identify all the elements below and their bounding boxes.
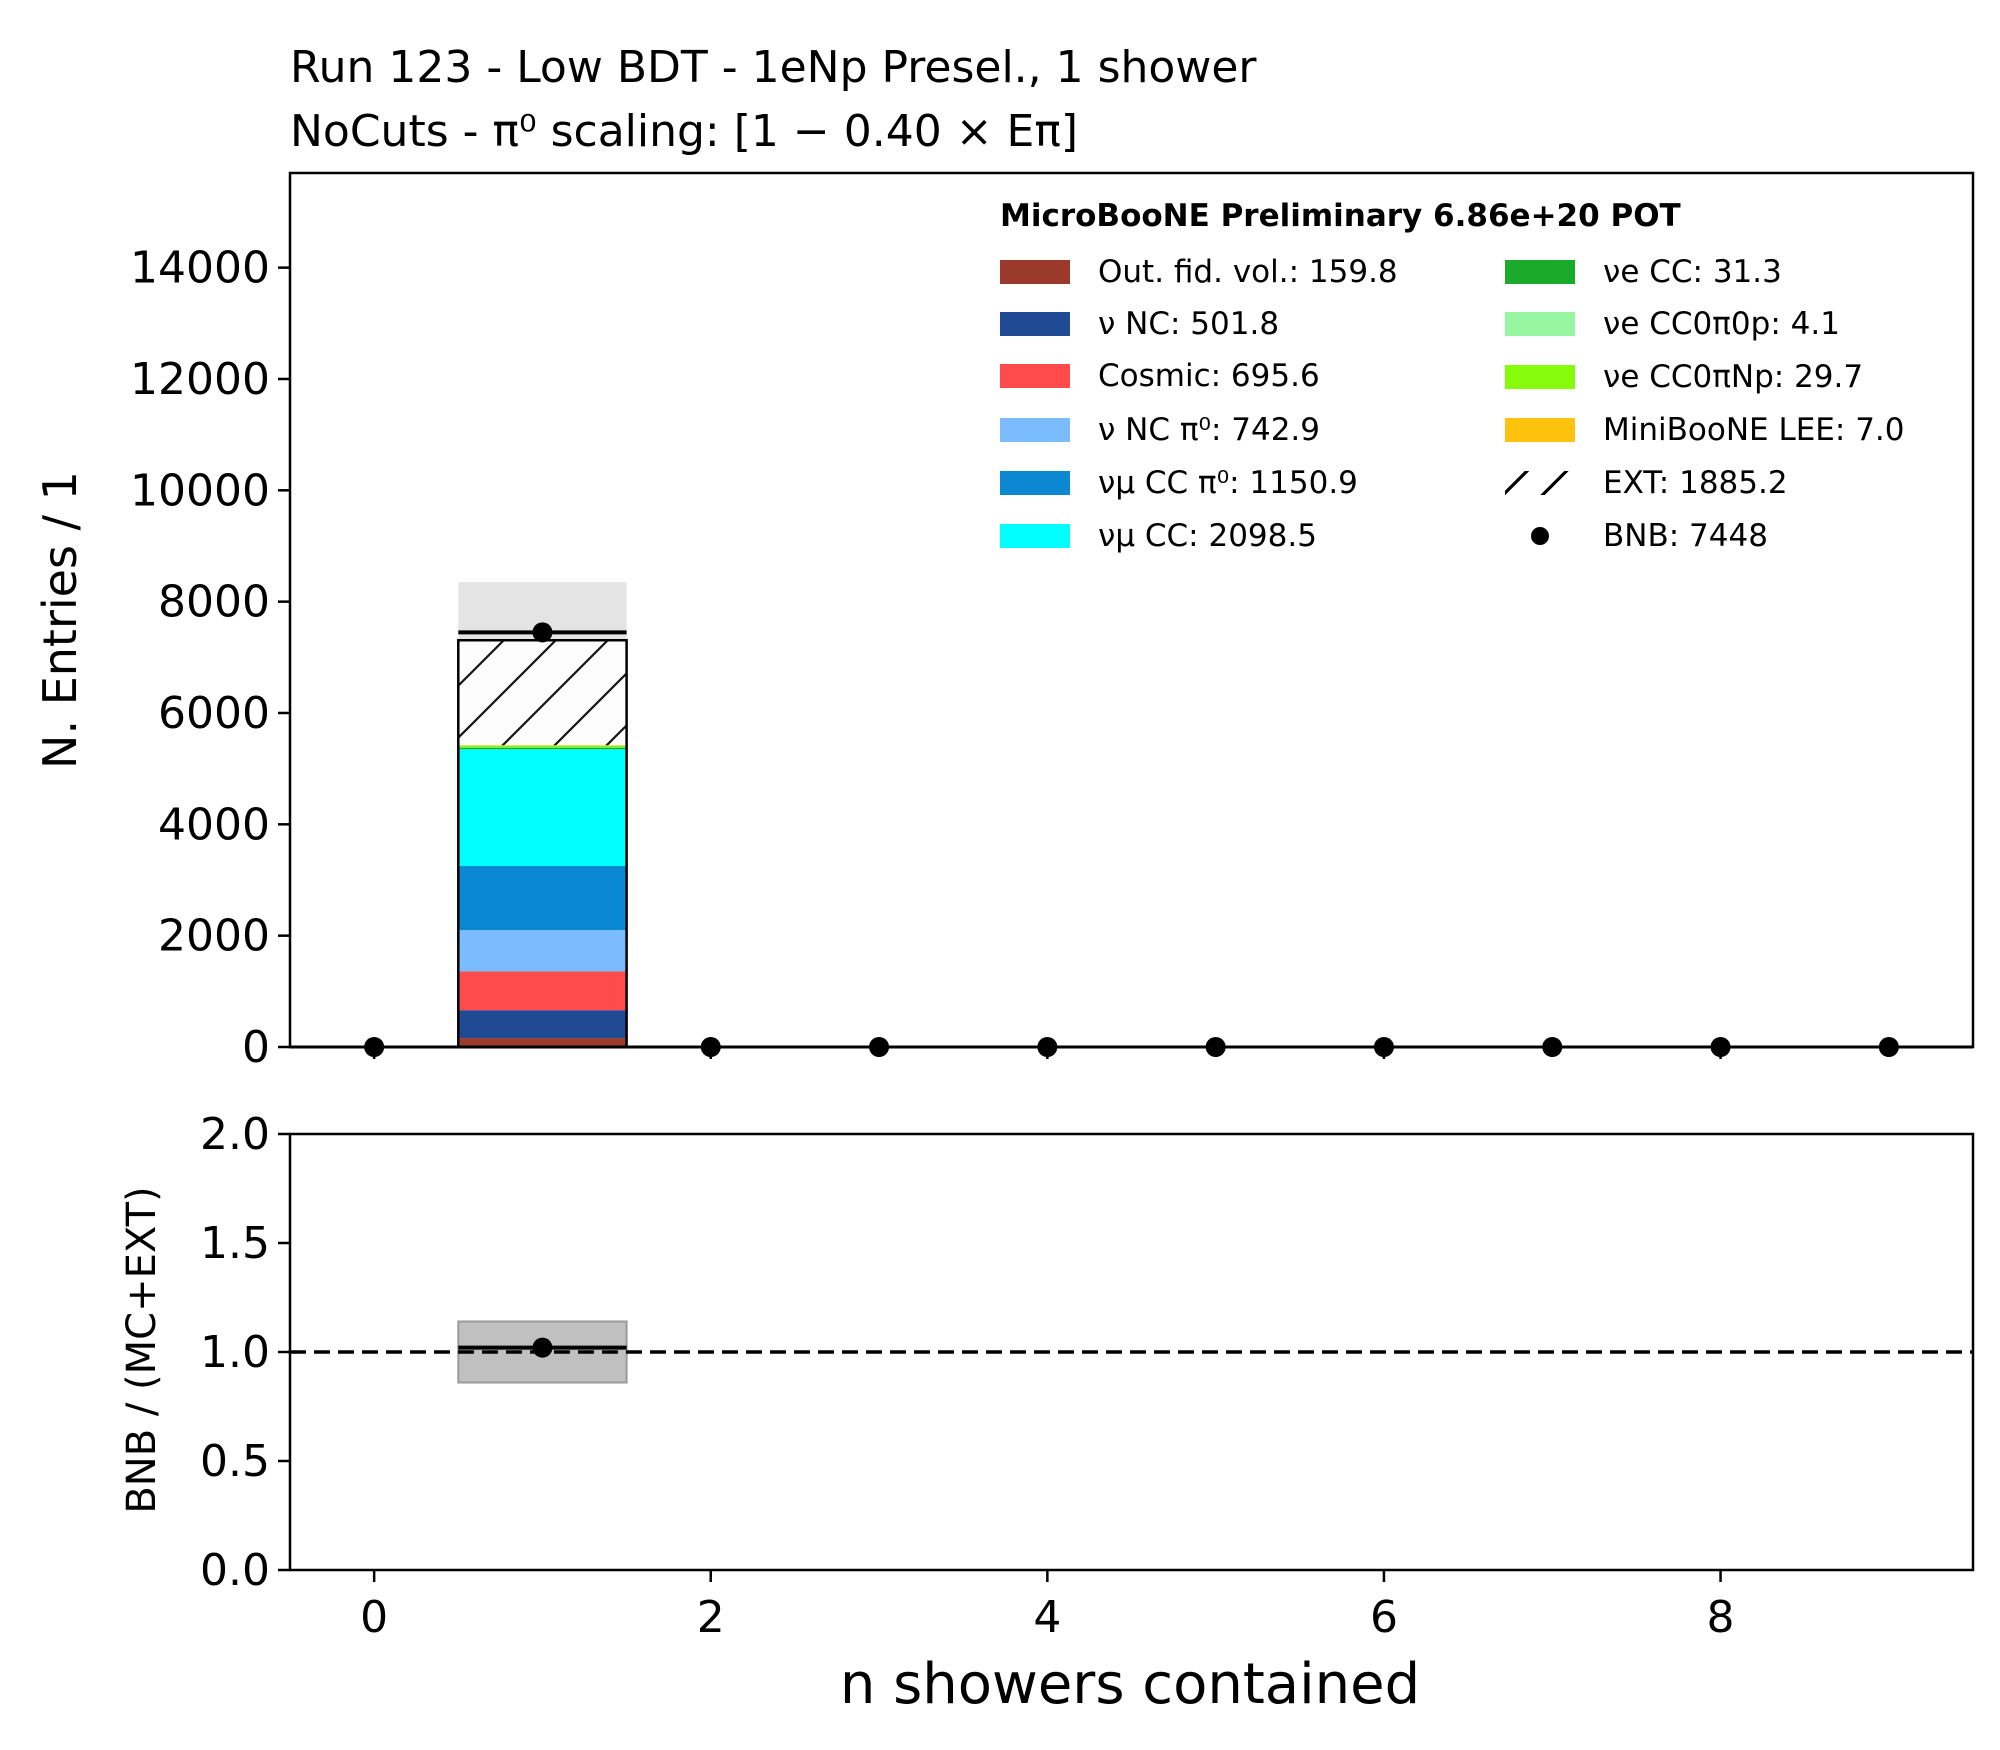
stack-bar-8 xyxy=(458,745,627,748)
x-tick-label: 0 xyxy=(360,1592,388,1643)
x-tick-label: 6 xyxy=(1370,1592,1398,1643)
main-y-tick-label: 2000 xyxy=(158,911,270,962)
legend-item: νμ CC: 2098.5 xyxy=(1000,516,1317,556)
legend-swatch xyxy=(1505,418,1575,442)
legend-item: Cosmic: 695.6 xyxy=(1000,356,1320,396)
ratio-y-tick-label: 0.5 xyxy=(200,1436,270,1487)
legend-label: ν NC π⁰: 742.9 xyxy=(1098,412,1320,448)
legend-label: BNB: 7448 xyxy=(1603,518,1768,554)
legend-label: νe CC0πNp: 29.7 xyxy=(1603,359,1864,395)
legend-label: νe CC: 31.3 xyxy=(1603,254,1782,290)
main-y-tick-label: 6000 xyxy=(158,688,270,739)
stack-bar-6 xyxy=(458,747,627,750)
ratio-y-tick-label: 0.0 xyxy=(200,1545,270,1596)
stack-bar-2 xyxy=(458,971,627,1011)
legend-swatch xyxy=(1505,260,1575,284)
ratio-data-point xyxy=(532,1337,553,1358)
legend-label: Out. fid. vol.: 159.8 xyxy=(1098,254,1398,290)
legend-label: ν NC: 501.8 xyxy=(1098,306,1280,342)
legend-item: νe CC0πNp: 29.7 xyxy=(1505,357,1863,397)
main-y-tick-label: 8000 xyxy=(158,577,270,628)
legend-swatch xyxy=(1000,524,1070,548)
legend-title: MicroBooNE Preliminary 6.86e+20 POT xyxy=(1000,198,1681,234)
stack-bar-1 xyxy=(458,1010,627,1039)
stack-bar-10 xyxy=(458,640,627,746)
stack-bar-7 xyxy=(458,747,627,748)
main-y-tick-label: 4000 xyxy=(158,799,270,850)
x-axis-label: n showers contained xyxy=(839,1652,1421,1717)
bnb-data-point xyxy=(532,622,553,643)
legend-label: EXT: 1885.2 xyxy=(1603,465,1788,501)
main-y-tick-label: 12000 xyxy=(130,354,270,405)
legend-label: νμ CC: 2098.5 xyxy=(1098,518,1317,554)
ratio-y-axis-label: BNB / (MC+EXT) xyxy=(119,1186,165,1514)
stack-bar-3 xyxy=(458,930,627,972)
legend-label: νe CC0π0p: 4.1 xyxy=(1603,306,1840,342)
legend-item: νμ CC π⁰: 1150.9 xyxy=(1000,463,1358,503)
legend-item: MiniBooNE LEE: 7.0 xyxy=(1505,410,1905,450)
legend-item: νe CC: 31.3 xyxy=(1505,252,1782,292)
main-panel: 0 2000 4000 6000 8000 10000 12000 14000 xyxy=(130,171,1975,1073)
legend-label: Cosmic: 695.6 xyxy=(1098,358,1320,394)
stack-bar-5 xyxy=(458,749,627,867)
legend-item: EXT: 1885.2 xyxy=(1505,463,1788,503)
x-tick-label: 8 xyxy=(1707,1592,1735,1643)
legend-label: νμ CC π⁰: 1150.9 xyxy=(1098,465,1358,501)
legend-item: ν NC π⁰: 742.9 xyxy=(1000,410,1320,450)
ratio-y-tick-label: 2.0 xyxy=(200,1109,270,1160)
main-y-tick-label: 10000 xyxy=(130,465,270,516)
legend-swatch xyxy=(1000,364,1070,388)
legend-point-dot xyxy=(1531,527,1549,545)
legend-swatch xyxy=(1000,471,1070,495)
main-y-axis-label: N. Entries / 1 xyxy=(33,471,87,769)
ratio-panel: 0.0 0.5 1.0 1.5 2.0 0 2 4 6 8 xyxy=(200,1109,1975,1643)
legend-swatch xyxy=(1505,312,1575,336)
stack-bar-0 xyxy=(458,1038,627,1047)
legend-swatch xyxy=(1505,365,1575,389)
chart-title-line1: Run 123 - Low BDT - 1eNp Presel., 1 show… xyxy=(290,42,1257,93)
legend-item: Out. fid. vol.: 159.8 xyxy=(1000,252,1398,292)
stack-bar-4 xyxy=(458,866,627,931)
legend-item: νe CC0π0p: 4.1 xyxy=(1505,304,1840,344)
ratio-y-tick-label: 1.5 xyxy=(200,1218,270,1269)
chart-title-line2: NoCuts - π⁰ scaling: [1 − 0.40 × Eπ] xyxy=(290,106,1079,157)
legend-swatch xyxy=(1000,312,1070,336)
legend-swatch xyxy=(1505,471,1575,495)
main-y-tick-label: 0 xyxy=(242,1022,270,1073)
x-tick-label: 2 xyxy=(697,1592,725,1643)
legend-item: ν NC: 501.8 xyxy=(1000,304,1279,344)
main-y-tick-label: 14000 xyxy=(130,243,270,294)
legend-swatch xyxy=(1000,260,1070,284)
legend-label: MiniBooNE LEE: 7.0 xyxy=(1603,412,1905,448)
legend-swatch xyxy=(1000,418,1070,442)
legend-marker-point xyxy=(1505,524,1575,548)
legend-item: BNB: 7448 xyxy=(1505,516,1768,556)
ratio-y-tick-label: 1.0 xyxy=(200,1327,270,1378)
x-tick-label: 4 xyxy=(1033,1592,1061,1643)
stack-bar-9 xyxy=(458,745,627,746)
